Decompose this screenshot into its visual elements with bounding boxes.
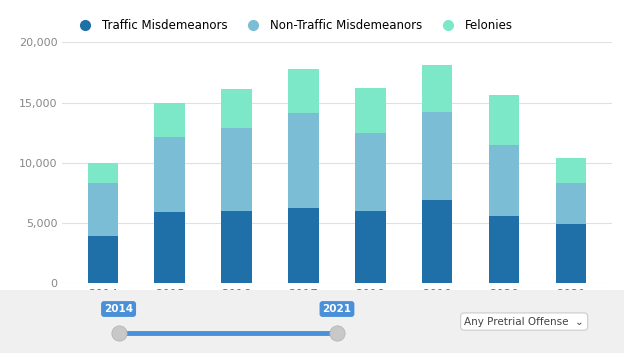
Bar — [356, 211, 386, 283]
Bar — [222, 128, 251, 211]
Bar — [356, 133, 386, 211]
Text: 2021: 2021 — [323, 304, 351, 314]
Bar — [489, 216, 519, 283]
Bar — [155, 103, 185, 137]
Bar — [356, 88, 386, 133]
Bar — [489, 145, 519, 216]
Bar — [87, 236, 118, 283]
Bar — [155, 212, 185, 283]
Bar — [222, 211, 251, 283]
Text: 2014: 2014 — [104, 304, 133, 314]
Bar — [489, 95, 519, 145]
Bar — [87, 183, 118, 236]
Text: Any Pretrial Offense  ⌄: Any Pretrial Offense ⌄ — [464, 317, 584, 327]
Bar — [288, 113, 318, 209]
Bar — [556, 158, 587, 183]
Bar — [155, 137, 185, 212]
Bar — [422, 65, 452, 112]
Bar — [222, 89, 251, 128]
Bar — [87, 163, 118, 183]
Bar — [288, 209, 318, 283]
Legend: Traffic Misdemeanors, Non-Traffic Misdemeanors, Felonies: Traffic Misdemeanors, Non-Traffic Misdem… — [74, 19, 513, 32]
Bar — [422, 112, 452, 200]
Bar — [556, 183, 587, 223]
Bar — [556, 223, 587, 283]
Bar — [288, 69, 318, 113]
Bar — [422, 200, 452, 283]
